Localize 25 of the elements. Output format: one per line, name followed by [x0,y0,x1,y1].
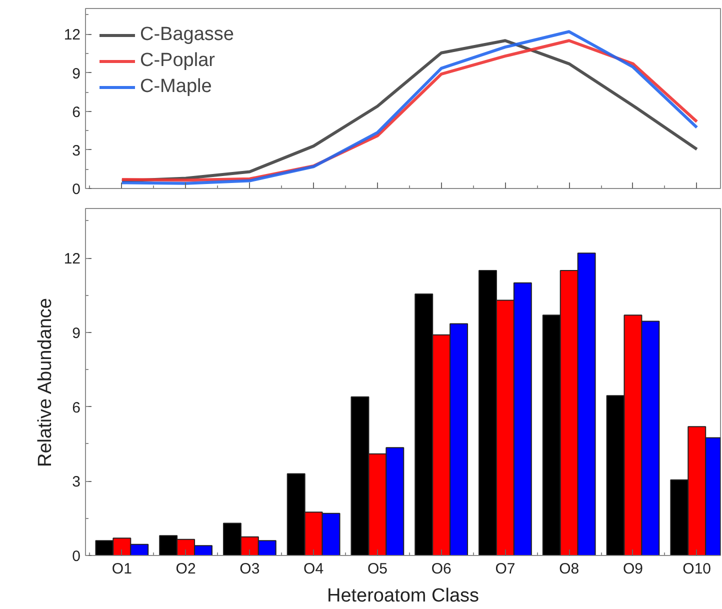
y-tick-label: 12 [64,250,81,268]
x-tick-label: O3 [240,560,260,578]
x-tick-label: O10 [682,560,712,578]
legend-label: C-Bagasse [140,24,234,46]
x-tick-label: O8 [559,560,580,578]
x-axis-title: Heteroatom Class [326,586,480,606]
y-tick-label: 6 [72,104,80,121]
x-tick-label: O5 [367,560,388,578]
y-tick-label: 9 [72,324,80,342]
x-tick-label: O9 [622,560,643,578]
x-tick-label: O6 [431,560,452,578]
y-tick-label: 0 [72,548,80,565]
legend-label: C-Maple [140,76,212,98]
x-tick-label: O7 [495,560,516,578]
y-tick-label: 12 [64,26,81,44]
y-tick-label: 3 [72,474,80,491]
y-tick-label: 9 [72,65,80,82]
y-tick-label: 0 [72,181,80,198]
x-tick-label: O2 [176,560,196,578]
x-tick-label: O4 [304,560,324,578]
y-axis-title: Relative Abundance [34,298,56,468]
x-tick-label: O1 [112,560,132,578]
legend-label: C-Poplar [140,50,215,72]
y-tick-label: 3 [72,142,80,160]
y-tick-label: 6 [72,399,80,416]
